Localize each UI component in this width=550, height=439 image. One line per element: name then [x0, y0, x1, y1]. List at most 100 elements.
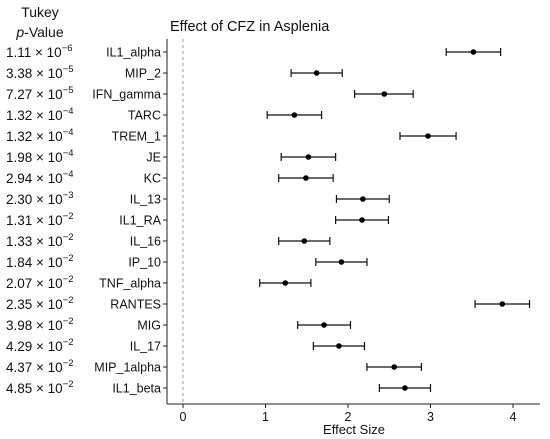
x-tick-label: 3 [427, 410, 434, 424]
p-value-IL1_RA: 1.31 × 10−2 [6, 211, 74, 228]
p-value-MIP_2: 3.38 × 10−5 [6, 64, 74, 81]
p-value-mantissa: 1.98 × 10 [6, 150, 63, 165]
p-value-mantissa: 1.32 × 10 [6, 108, 63, 123]
category-label-KC: KC [144, 172, 161, 186]
row-IL1_beta: 4.85 × 10−2 IL1_beta [6, 379, 432, 396]
p-value-mantissa: 1.31 × 10 [6, 213, 63, 228]
rows-group: 1.11 × 10−6 IL1_alpha 3.38 × 10−5 MIP_2 7.27… [6, 43, 531, 396]
p-value-IL1_alpha: 1.11 × 10−6 [6, 43, 73, 60]
chart-title: Effect of CFZ in Asplenia [170, 19, 330, 35]
row-IL1_RA: 1.31 × 10−2 IL1_RA [6, 211, 390, 228]
p-value-IL_16: 1.33 × 10−2 [6, 232, 74, 249]
row-IP_10: 1.84 × 10−2 IP_10 [6, 253, 368, 270]
p-value-mantissa: 1.84 × 10 [6, 255, 63, 270]
p-italic-label: p [15, 24, 24, 40]
category-label-IL_13: IL_13 [130, 193, 161, 207]
p-value-mantissa: 7.27 × 10 [6, 87, 63, 102]
row-IL_17: 4.29 × 10−2 IL_17 [6, 337, 366, 354]
p-value-mantissa: 2.35 × 10 [6, 297, 63, 312]
p-value-exponent: −5 [63, 64, 74, 75]
category-label-RANTES: RANTES [110, 298, 161, 312]
p-value-exponent: −5 [63, 85, 74, 96]
p-value-IFN_gamma: 7.27 × 10−5 [6, 85, 74, 102]
p-value-exponent: −2 [63, 232, 74, 243]
p-value-MIP_1alpha: 4.37 × 10−2 [6, 358, 74, 375]
estimate-point-IL_17 [336, 343, 342, 349]
estimate-point-IL1_alpha [470, 49, 477, 55]
p-value-exponent: −4 [63, 148, 74, 159]
p-value-mantissa: 2.07 × 10 [6, 276, 63, 291]
x-tick-label: 0 [180, 410, 187, 424]
row-KC: 2.94 × 10−4 KC [6, 169, 334, 186]
estimate-point-IFN_gamma [381, 91, 388, 97]
p-value-exponent: −2 [63, 379, 74, 390]
p-value-mantissa: 2.30 × 10 [6, 192, 63, 207]
row-MIG: 3.98 × 10−2 MIG [6, 316, 352, 333]
estimate-point-IL_13 [360, 196, 366, 202]
estimate-point-MIG [321, 322, 327, 328]
x-axis-label: Effect Size [323, 422, 385, 437]
tukey-header-line2: p-Value [15, 24, 63, 40]
estimate-point-TARC [291, 112, 298, 118]
row-IL1_alpha: 1.11 × 10−6 IL1_alpha [6, 43, 502, 60]
x-tick-label: 2 [345, 410, 352, 424]
p-value-mantissa: 1.32 × 10 [6, 129, 63, 144]
row-MIP_2: 3.38 × 10−5 MIP_2 [6, 64, 343, 81]
p-value-KC: 2.94 × 10−4 [6, 169, 74, 186]
estimate-point-KC [303, 175, 309, 181]
estimate-point-IL_16 [301, 238, 308, 244]
row-IL_13: 2.30 × 10−3 IL_13 [6, 190, 390, 207]
category-label-IL1_RA: IL1_RA [119, 214, 161, 228]
p-value-mantissa: 4.85 × 10 [6, 381, 63, 396]
row-IFN_gamma: 7.27 × 10−5 IFN_gamma [6, 85, 414, 102]
p-value-exponent: −6 [62, 43, 73, 54]
p-value-mantissa: 3.98 × 10 [6, 318, 63, 333]
p-value-MIG: 3.98 × 10−2 [6, 316, 74, 333]
p-value-JE: 1.98 × 10−4 [6, 148, 74, 165]
row-JE: 1.98 × 10−4 JE [6, 148, 337, 165]
estimate-point-MIP_1alpha [391, 364, 398, 370]
category-label-TARC: TARC [128, 109, 161, 123]
row-RANTES: 2.35 × 10−2 RANTES [6, 295, 531, 312]
p-value-exponent: −2 [63, 211, 74, 222]
row-MIP_1alpha: 4.37 × 10−2 MIP_1alpha [6, 358, 423, 375]
p-value-exponent: −2 [63, 337, 74, 348]
x-tick-label: 4 [510, 410, 517, 424]
estimate-point-TREM_1 [425, 133, 431, 139]
row-TARC: 1.32 × 10−4 TARC [6, 106, 323, 123]
estimate-point-MIP_2 [313, 70, 320, 76]
p-value-exponent: −2 [63, 358, 74, 369]
row-IL_16: 1.33 × 10−2 IL_16 [6, 232, 331, 249]
p-value-exponent: −4 [63, 169, 74, 180]
p-value-IL_17: 4.29 × 10−2 [6, 337, 74, 354]
category-label-MIP_1alpha: MIP_1alpha [94, 361, 161, 375]
category-label-MIG: MIG [137, 319, 161, 333]
p-value-exponent: −2 [63, 295, 74, 306]
p-value-mantissa: 4.29 × 10 [6, 339, 63, 354]
p-value-exponent: −2 [63, 253, 74, 264]
estimate-point-IP_10 [338, 259, 345, 265]
p-value-IL1_beta: 4.85 × 10−2 [6, 379, 74, 396]
p-value-exponent: −3 [63, 190, 74, 201]
p-value-TREM_1: 1.32 × 10−4 [6, 127, 74, 144]
p-value-mantissa: 2.94 × 10 [6, 171, 63, 186]
p-value-mantissa: 1.11 × 10 [6, 45, 62, 60]
category-label-IL1_alpha: IL1_alpha [106, 46, 161, 60]
row-TREM_1: 1.32 × 10−4 TREM_1 [6, 127, 457, 144]
category-label-IP_10: IP_10 [128, 256, 161, 270]
p-value-exponent: −2 [63, 316, 74, 327]
value-label: -Value [24, 24, 64, 40]
category-label-TREM_1: TREM_1 [112, 130, 161, 144]
tukey-header-line1: Tukey [21, 4, 59, 20]
x-tick-label: 1 [262, 410, 269, 424]
p-value-mantissa: 1.33 × 10 [6, 234, 63, 249]
p-value-RANTES: 2.35 × 10−2 [6, 295, 74, 312]
category-label-IL_16: IL_16 [130, 235, 161, 249]
p-value-exponent: −4 [63, 106, 74, 117]
x-ticks-group: 0 1 2 3 4 [180, 404, 517, 424]
p-value-IP_10: 1.84 × 10−2 [6, 253, 74, 270]
estimate-point-IL1_beta [402, 385, 408, 391]
row-TNF_alpha: 2.07 × 10−2 TNF_alpha [6, 274, 312, 291]
category-label-IL_17: IL_17 [130, 340, 161, 354]
